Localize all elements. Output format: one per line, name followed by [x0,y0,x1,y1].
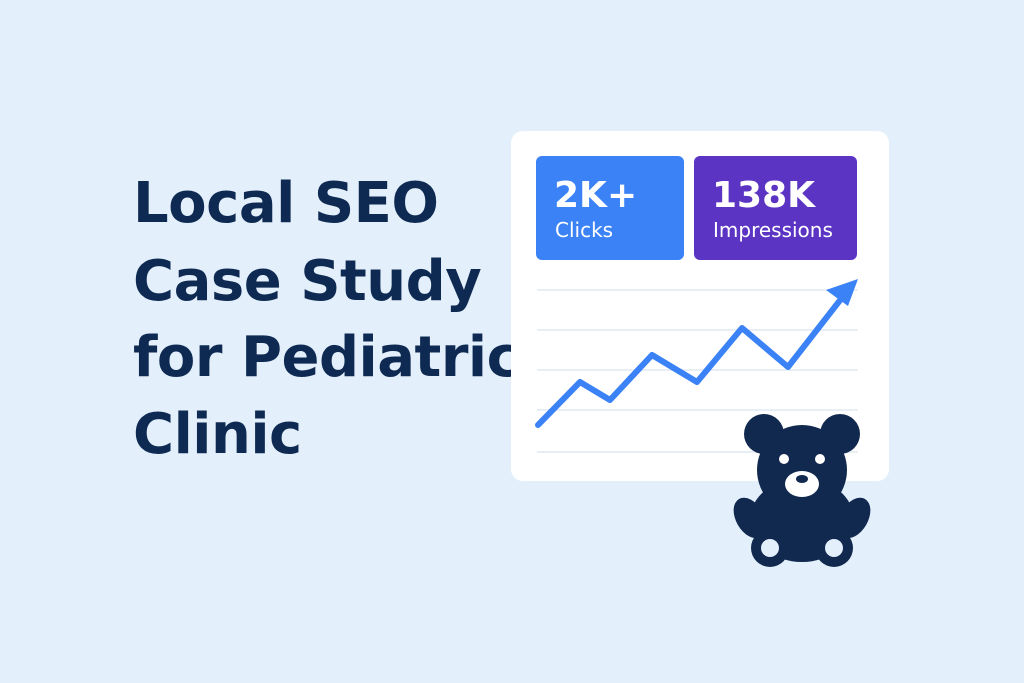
title-line: for Pediatric [133,325,519,390]
title-line: Clinic [133,402,302,467]
stat-value: 138K [712,175,816,216]
stat-value: 2K+ [554,175,637,216]
title-line: Case Study [133,249,481,314]
trend-line [535,287,851,428]
teddy-bear [733,414,871,567]
stat-label: Impressions [713,218,833,242]
trend-arrow [826,279,858,306]
stat-box [536,156,684,260]
stat-label: Clicks [555,218,613,242]
stat-box [694,156,857,260]
title-line: Local SEO [133,171,439,236]
title: Local SEO Case Study for Pediatric Clini… [133,171,520,467]
